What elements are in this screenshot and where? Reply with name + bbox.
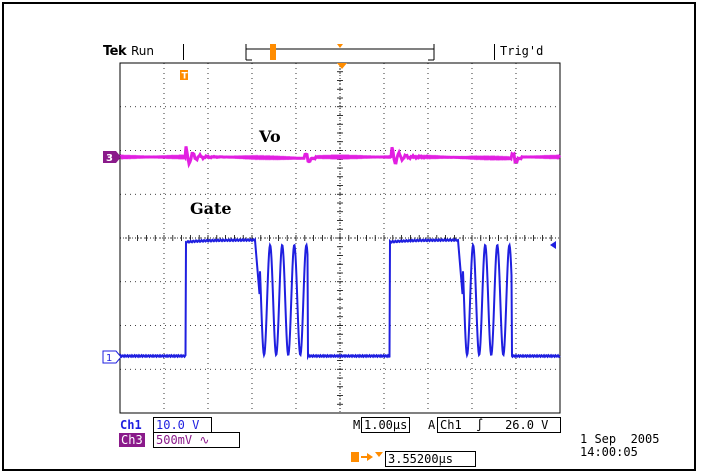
header-separator bbox=[494, 44, 495, 60]
header-separator bbox=[183, 44, 184, 60]
time-readout: 14:00:05 bbox=[580, 445, 638, 459]
record-view-bar bbox=[245, 44, 435, 61]
record-position-marker bbox=[270, 44, 276, 60]
ch1-ground-marker: 1 bbox=[102, 350, 122, 364]
vo-trace-label: Vo bbox=[259, 127, 281, 146]
trigger-level-marker bbox=[550, 241, 556, 249]
record-trigger-arrow bbox=[337, 44, 343, 48]
trigger-status: Trig'd bbox=[500, 44, 544, 58]
trigger-t-text: T bbox=[182, 72, 189, 82]
trigger-source: Ch1 bbox=[440, 418, 462, 432]
rising-edge-icon: ∫ bbox=[476, 418, 484, 432]
ch3-ground-marker: 3 bbox=[103, 151, 121, 164]
ch3-ac-coupling-icon: ∿ bbox=[199, 433, 210, 447]
trigger-mode: A bbox=[428, 418, 436, 432]
ch3-scale-readout: 500mV ∿ bbox=[153, 432, 240, 448]
svg-text:3: 3 bbox=[106, 153, 113, 164]
trigger-position-icon bbox=[351, 452, 359, 462]
svg-text:1: 1 bbox=[106, 353, 112, 364]
trigger-position-readout: 3.55200µs bbox=[385, 451, 476, 467]
trigger-position-marker bbox=[337, 63, 347, 69]
ch1-channel-tag: Ch1 bbox=[120, 418, 142, 432]
graticule bbox=[119, 62, 561, 414]
timebase-readout: 1.00µs bbox=[361, 417, 411, 433]
trigger-t-marker bbox=[180, 70, 188, 80]
run-status: Run bbox=[131, 44, 155, 58]
gate-trace-label: Gate bbox=[190, 199, 232, 218]
trigger-readout: Ch1 ∫ 26.0 V bbox=[437, 417, 561, 433]
ch3-channel-tag: Ch3 bbox=[119, 433, 145, 447]
brand-label: Tek bbox=[103, 44, 127, 59]
ch3-waveform bbox=[118, 146, 562, 169]
trigger-level: 26.0 V bbox=[505, 418, 549, 432]
ch1-waveform bbox=[119, 237, 561, 361]
date-readout: 1 Sep 2005 bbox=[580, 432, 660, 446]
ch1-scale-readout: 10.0 V bbox=[153, 417, 212, 433]
timebase-prefix: M bbox=[353, 418, 361, 432]
